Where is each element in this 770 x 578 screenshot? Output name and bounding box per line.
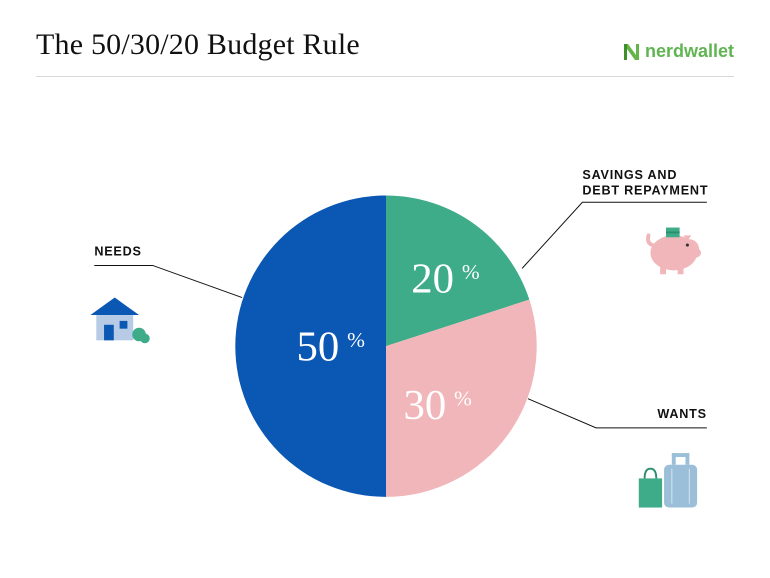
svg-text:%: %	[347, 328, 365, 352]
svg-text:50: 50	[297, 324, 340, 371]
svg-text:30: 30	[404, 382, 447, 429]
budget-pie-chart: 50% 20% 30% NEEDS SAVINGS AND DEBT REPAYMENT W…	[36, 77, 734, 557]
callout-label-wants: WANTS	[657, 407, 706, 421]
callout-label-savings: SAVINGS AND	[582, 168, 677, 182]
header: The 50/30/20 Budget Rule nerdwallet	[36, 28, 734, 77]
svg-text:%: %	[454, 386, 472, 410]
brand-text: nerdwallet	[645, 41, 734, 62]
callout-label-needs: NEEDS	[94, 245, 141, 259]
brand-n-icon	[621, 42, 641, 62]
house-icon	[90, 298, 149, 344]
callout-label-savings: DEBT REPAYMENT	[582, 184, 708, 198]
page-title: The 50/30/20 Budget Rule	[36, 28, 360, 62]
piggy-icon	[648, 228, 701, 275]
svg-text:%: %	[462, 260, 480, 284]
luggage-icon	[639, 453, 697, 507]
leader-line-needs	[94, 265, 242, 297]
svg-text:20: 20	[411, 256, 454, 303]
brand-logo: nerdwallet	[621, 41, 734, 62]
